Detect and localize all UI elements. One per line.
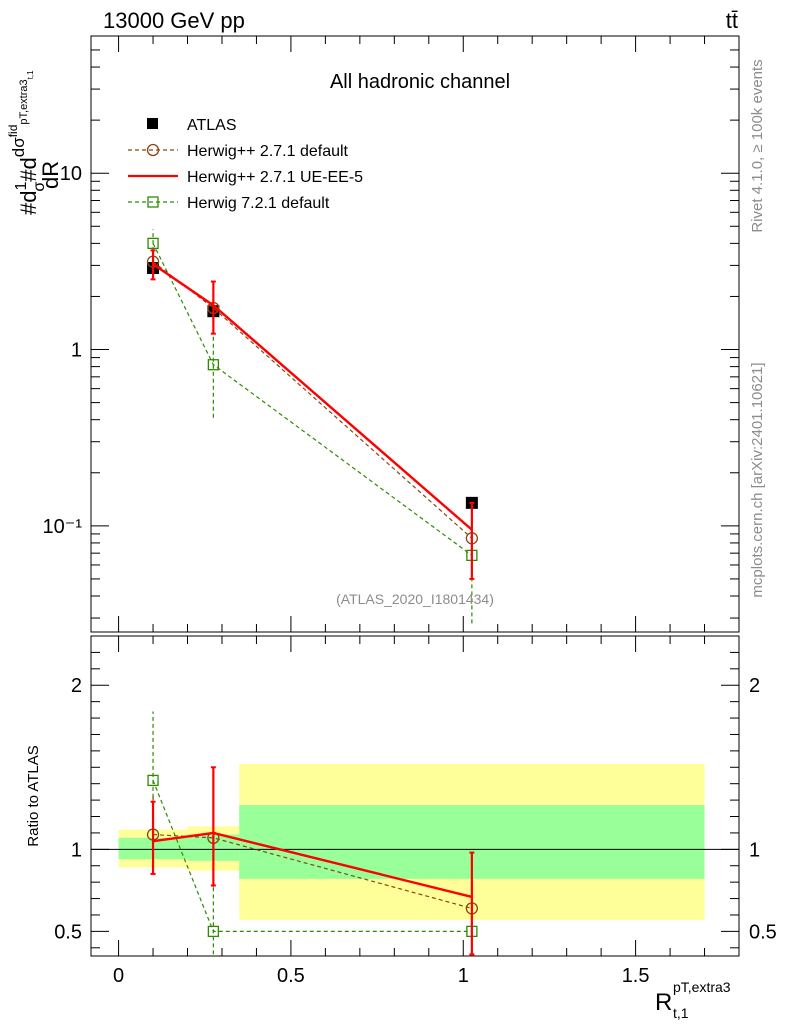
ratio-y-tick-label: 2: [71, 675, 82, 697]
main-herwig-7-2-1-default-line: [152, 243, 473, 556]
x-tick-label: 0: [113, 965, 124, 987]
xlabel-main: R: [655, 989, 672, 1016]
ylabel-one: 1: [13, 182, 30, 191]
main-axes: 10⁻¹ 1 10: [43, 35, 739, 632]
legend-label-atlas: ATLAS: [187, 117, 237, 134]
ratio-y-tick-label-right: 2: [749, 675, 760, 697]
ratio-herwig-7-2-1-default-point: [147, 774, 159, 787]
svg-text:#d1σ#ddσfidpT,extra3t,1: #d1σ#ddσfidpT,extra3t,1: [6, 70, 48, 215]
ylabel-hash1: #d: [16, 191, 41, 215]
legend-label-herwig-ueee5: Herwig++ 2.7.1 UE-EE-5: [187, 169, 363, 186]
analysis-id: (ATLAS_2020_I1801434): [336, 591, 494, 607]
main-herwig-2-7-1-default-line: [152, 261, 473, 539]
ratio-y-tick-label: 0.5: [54, 921, 82, 943]
ratio-y-axis-label: Ratio to ATLAS: [25, 745, 42, 846]
main-y-tick-label: 1: [71, 340, 82, 362]
main-herwig-7-2-1-default-point: [207, 359, 220, 371]
ylabel-sub: pT,extra3: [18, 79, 30, 124]
x-tick-label: 1.5: [622, 965, 650, 987]
legend: ATLAS Herwig++ 2.7.1 default Herwig++ 2.…: [128, 117, 363, 212]
legend-marker-herwig-default: [146, 143, 160, 157]
ratio-plot-content: [91, 711, 739, 956]
main-y-axis-label: #d1σ#ddσfidpT,extra3t,1 dR: [6, 70, 63, 215]
main-herwig-7-2-1-default-point: [147, 237, 159, 250]
ratio-axes: 0 0.5 1 1.5 0.5 0.5 1 1 2 2: [54, 635, 777, 987]
legend-label-herwig-default: Herwig++ 2.7.1 default: [187, 143, 349, 160]
ratio-y-tick-label-right: 0.5: [749, 921, 777, 943]
x-tick-label: 1: [458, 965, 469, 987]
main-plot-content: [146, 229, 479, 624]
ratio-herwig-2-7-1-default-line: [153, 833, 473, 909]
main-herwig-2-7-1-ue-ee-5-line: [152, 263, 473, 531]
chart-title: All hadronic channel: [330, 71, 510, 93]
ylabel-sigma: σ: [31, 182, 48, 192]
energy-label: 13000 GeV pp: [103, 8, 245, 33]
ratio-y-tick-label: 1: [71, 839, 82, 861]
mcplots-label: mcplots.cern.ch [arXiv:2401.10621]: [749, 362, 766, 597]
xlabel-sup: pT,extra3: [673, 979, 731, 995]
legend-label-herwig721: Herwig 7.2.1 default: [187, 195, 330, 212]
ylabel-subsub: t,1: [26, 70, 35, 79]
rivet-version-label: Rivet 4.1.0, ≥ 100k events: [749, 59, 766, 232]
process-label: tt̄: [726, 8, 738, 33]
ylabel-hash2: #d: [16, 157, 41, 181]
ylabel-fid: fid: [6, 125, 20, 138]
ratio-panel: 0 0.5 1 1.5 0.5 0.5 1 1 2 2 Ratio to ATLAS R pT,e…: [25, 635, 777, 1021]
ylabel-dR: dR: [38, 161, 63, 189]
main-frame: [90, 35, 740, 633]
legend-marker-herwig721: [147, 196, 159, 208]
x-tick-label: 0.5: [277, 965, 305, 987]
ylabel-dsigma: dσ: [9, 137, 28, 157]
xlabel-sub: t,1: [673, 1005, 689, 1021]
ratio-y-tick-label-right: 1: [749, 839, 760, 861]
main-panel: 10⁻¹ 1 10 All hadronic channel (ATLAS_2020…: [6, 35, 740, 633]
ratio-herwig-7-2-1-default-point: [207, 925, 220, 938]
main-y-tick-label: 10: [60, 163, 82, 185]
ratio-frame: [90, 635, 740, 957]
main-y-tick-label: 10⁻¹: [43, 516, 83, 538]
legend-marker-atlas: [147, 118, 158, 129]
x-axis-label: R pT,extra3 t,1: [655, 979, 731, 1021]
